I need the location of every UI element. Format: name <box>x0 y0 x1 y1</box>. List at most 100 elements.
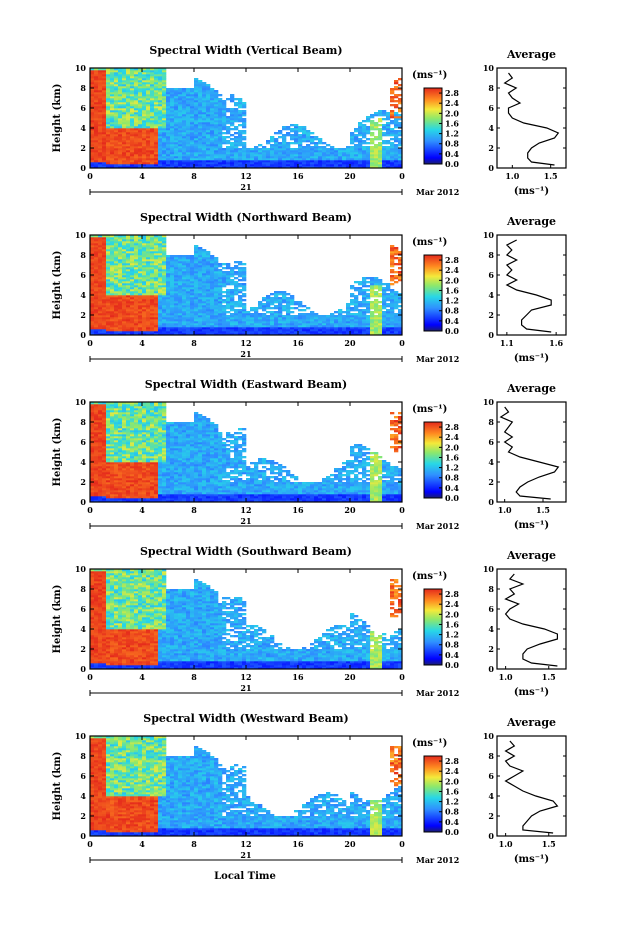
panel-title: Spectral Width (Eastward Beam) <box>145 378 347 391</box>
profile-x-tick-label: 1.5 <box>536 505 550 515</box>
x-tick-label: 4 <box>139 839 145 849</box>
profile-y-tick-label: 6 <box>488 103 494 113</box>
colorbar-tick-label: 0.4 <box>445 817 459 827</box>
y-tick-label: 0 <box>80 330 86 340</box>
x-tick-label: 12 <box>240 505 251 515</box>
x-tick-label: 16 <box>292 839 304 849</box>
x-tick-label: 0 <box>87 672 93 682</box>
x-tick-label: 16 <box>292 672 304 682</box>
x-tick-label: 0 <box>399 505 405 515</box>
profile-title: Average <box>506 716 556 729</box>
colorbar-tick-label: 0.0 <box>445 660 459 670</box>
x-tick-label: 12 <box>240 839 251 849</box>
colorbar-tick-label: 2.8 <box>445 589 459 599</box>
profile-x-tick-label: 1.5 <box>542 839 556 849</box>
profile-line <box>505 239 552 333</box>
heatmap-cells <box>90 235 403 336</box>
day-label: 21 <box>240 850 251 860</box>
colorbar-tick-label: 0.8 <box>445 306 459 316</box>
colorbar-tick-label: 2.8 <box>445 756 459 766</box>
profile-xlabel: (ms⁻¹) <box>514 520 549 531</box>
colorbar-tick-label: 2.8 <box>445 255 459 265</box>
colorbar-tick-label: 2.0 <box>445 609 459 619</box>
colorbar-unit: (ms⁻¹) <box>412 404 447 415</box>
profile-xlabel: (ms⁻¹) <box>514 186 549 197</box>
y-axis-label: Height (km) <box>52 84 63 153</box>
x-tick-label: 8 <box>191 338 197 348</box>
xlabel: Local Time <box>214 871 276 882</box>
colorbar-tick-label: 1.6 <box>445 118 459 128</box>
profile-y-tick-label: 8 <box>488 751 494 761</box>
colorbar-tick-label: 2.0 <box>445 275 459 285</box>
x-tick-label: 0 <box>399 672 405 682</box>
x-tick-label: 4 <box>139 171 145 181</box>
y-tick-label: 6 <box>80 437 86 447</box>
profile-y-tick-label: 4 <box>488 290 494 300</box>
colorbar <box>423 755 443 833</box>
colorbar <box>423 421 443 499</box>
y-axis-label: Height (km) <box>52 418 63 487</box>
day-label: 21 <box>240 516 251 526</box>
x-tick-label: 20 <box>344 672 356 682</box>
colorbar-tick-label: 1.2 <box>445 463 459 473</box>
profile-y-tick-label: 0 <box>488 831 494 841</box>
profile-x-tick-label: 1.1 <box>500 338 514 348</box>
date-label: Mar 2012 <box>416 688 459 698</box>
colorbar <box>423 254 443 332</box>
colorbar-tick-label: 2.4 <box>445 432 459 442</box>
x-tick-label: 16 <box>292 505 304 515</box>
colorbar-tick-label: 1.6 <box>445 452 459 462</box>
profile-y-tick-label: 10 <box>483 731 495 741</box>
colorbar-unit: (ms⁻¹) <box>412 738 447 749</box>
profile-line <box>504 573 558 667</box>
heatmap-cells <box>90 402 403 503</box>
heatmap-cells <box>90 736 403 837</box>
x-tick-label: 20 <box>344 338 356 348</box>
profile-y-tick-label: 2 <box>488 811 494 821</box>
y-tick-label: 0 <box>80 831 86 841</box>
x-tick-label: 0 <box>87 505 93 515</box>
profile-title: Average <box>506 382 556 395</box>
x-tick-label: 12 <box>240 171 251 181</box>
colorbar-tick-label: 2.0 <box>445 776 459 786</box>
profile-y-tick-label: 10 <box>483 397 495 407</box>
profile-xlabel: (ms⁻¹) <box>514 854 549 865</box>
colorbar-tick-label: 0.4 <box>445 149 459 159</box>
colorbar-tick-label: 0.8 <box>445 807 459 817</box>
panel-title: Spectral Width (Vertical Beam) <box>149 44 342 57</box>
profile-title: Average <box>506 549 556 562</box>
profile-frame <box>496 401 567 503</box>
colorbar-tick-label: 0.4 <box>445 650 459 660</box>
x-tick-label: 8 <box>191 505 197 515</box>
x-tick-label: 4 <box>139 672 145 682</box>
colorbar-tick-label: 2.4 <box>445 599 459 609</box>
profile-y-tick-label: 2 <box>488 310 494 320</box>
profile-line <box>503 72 560 166</box>
profile-y-tick-label: 0 <box>488 330 494 340</box>
y-tick-label: 8 <box>80 584 86 594</box>
panel-title: Spectral Width (Northward Beam) <box>140 211 352 224</box>
y-tick-label: 2 <box>80 310 86 320</box>
profile-x-tick-label: 1.0 <box>499 839 513 849</box>
colorbar-tick-label: 2.4 <box>445 98 459 108</box>
y-tick-label: 8 <box>80 83 86 93</box>
colorbar-unit: (ms⁻¹) <box>412 70 447 81</box>
profile-y-tick-label: 8 <box>488 83 494 93</box>
y-tick-label: 4 <box>80 457 86 467</box>
profile-x-tick-label: 1.6 <box>549 338 563 348</box>
profile-y-tick-label: 8 <box>488 417 494 427</box>
colorbar-tick-label: 2.0 <box>445 442 459 452</box>
x-tick-label: 20 <box>344 505 356 515</box>
panel-title: Spectral Width (Westward Beam) <box>143 712 348 725</box>
y-tick-label: 10 <box>75 397 87 407</box>
y-tick-label: 2 <box>80 477 86 487</box>
y-tick-label: 6 <box>80 103 86 113</box>
profile-y-tick-label: 2 <box>488 644 494 654</box>
y-tick-label: 4 <box>80 290 86 300</box>
y-tick-label: 2 <box>80 644 86 654</box>
x-tick-label: 16 <box>292 338 304 348</box>
profile-y-tick-label: 2 <box>488 477 494 487</box>
profile-title: Average <box>506 215 556 228</box>
y-tick-label: 0 <box>80 664 86 674</box>
